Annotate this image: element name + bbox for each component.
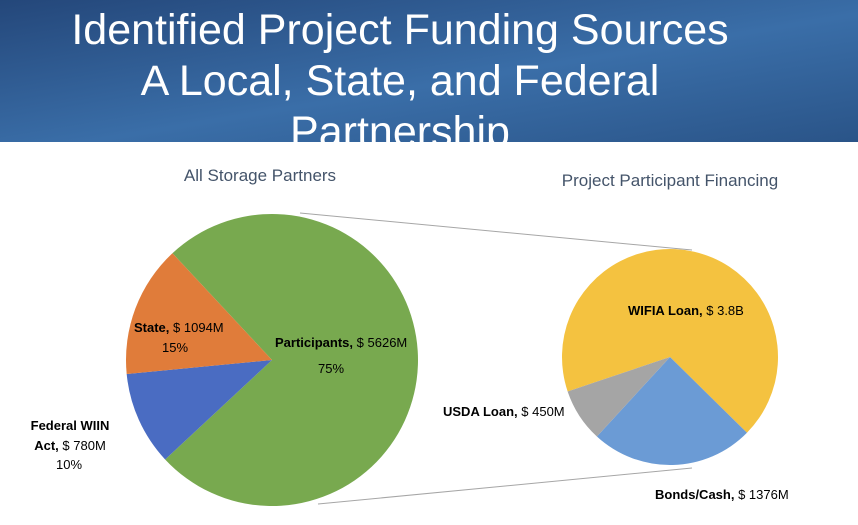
pie-slice [561,249,778,433]
value-label: $ 1094M [173,320,224,335]
slide-title: Identified Project Funding Sources A Loc… [71,6,728,142]
value-label: $ 5626M [356,335,408,350]
pie-slice [126,360,273,460]
pie-slice [126,253,272,375]
value-label: $ 780M [62,438,106,453]
chart-title: All Storage Partners [183,166,337,185]
data-label: Federal WIIN Act, $ 780M [24,416,116,456]
value-label: $ 1376M [738,487,789,502]
value-label: $ 3.8B [706,303,744,318]
category-name: WIFIA Loan, [628,303,703,318]
category-name: Federal WIIN Act, [30,418,110,453]
percent-label: 15% [162,340,189,355]
header-background [0,0,858,142]
category-name: State, [134,320,170,335]
data-label: Participants, $ 5626M [275,333,407,353]
connector-line [317,467,693,505]
data-label: Bonds/Cash, $ 1376M [655,485,789,505]
data-label: USDA Loan, $ 450M [443,402,565,422]
title-line: A Local, State, and Federal [141,57,660,105]
category-name: USDA Loan, [443,404,518,419]
data-label: State, $ 1094M [134,318,224,338]
pie-slice [165,213,418,506]
connector-line [299,212,693,251]
header: Identified Project Funding Sources A Loc… [0,0,858,142]
percent-label: 75% [318,361,345,376]
percent-label: 10% [56,457,83,472]
category-name: Participants, [275,335,354,350]
pie-slice [567,357,670,437]
title-line: Identified Project Funding Sources [71,6,728,54]
value-label: $ 450M [521,404,565,419]
title-line: Partnership [290,108,510,142]
pie-slice [596,357,747,465]
data-label: WIFIA Loan, $ 3.8B [628,301,744,321]
category-name: Bonds/Cash, [655,487,735,502]
chart-title: Project Participant Financing [561,171,779,190]
